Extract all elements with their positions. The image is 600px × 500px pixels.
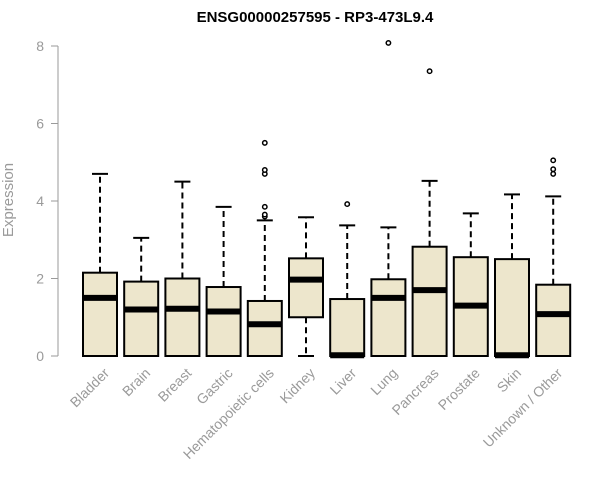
y-tick-label: 4 [36,193,44,209]
outlier-point [426,68,433,75]
outlier-point [261,203,268,210]
box [123,280,160,358]
box-group [164,180,201,357]
x-tick-label: Lung [367,365,400,398]
box [411,245,448,358]
x-tick-label: Prostate [435,365,483,413]
y-tick-label: 2 [36,271,44,287]
x-tick-label: Breast [155,365,195,405]
box-group [288,216,324,357]
outlier-point [261,167,268,173]
box-group [82,172,118,357]
outlier-point [261,139,268,146]
box [82,271,118,357]
y-tick-label: 6 [36,116,44,132]
x-tick-label: Kidney [277,365,319,407]
y-tick-label: 8 [36,38,44,54]
box-group [246,139,283,358]
box-group [123,236,160,358]
box [370,278,407,357]
box-group [370,39,407,357]
y-axis-label: Expression [0,163,17,237]
x-tick-label: Bladder [67,365,113,411]
box-group [205,205,242,357]
box [494,258,530,357]
box [246,299,283,358]
y-tick-label: 0 [36,348,44,364]
box-group [452,212,489,357]
box [164,277,201,357]
x-tick-label: Skin [494,365,525,396]
outlier-point [261,211,268,218]
chart-title: ENSG00000257595 - RP3-473L9.4 [197,9,434,26]
x-tick-label: Liver [327,365,360,398]
outlier-point [550,170,557,177]
outlier-point [550,157,557,164]
box-series [82,39,572,359]
box [535,283,572,358]
box-group [535,157,572,358]
box [329,298,366,358]
outlier-point [344,201,351,208]
box-group [329,201,366,359]
outlier-point [385,39,392,46]
y-axis: 0 2 4 6 8 [36,38,59,364]
outlier-point [550,166,557,173]
box [205,286,242,357]
box-group [494,193,530,359]
x-tick-label: Brain [119,365,153,399]
box-group [411,68,448,358]
box [288,257,324,319]
